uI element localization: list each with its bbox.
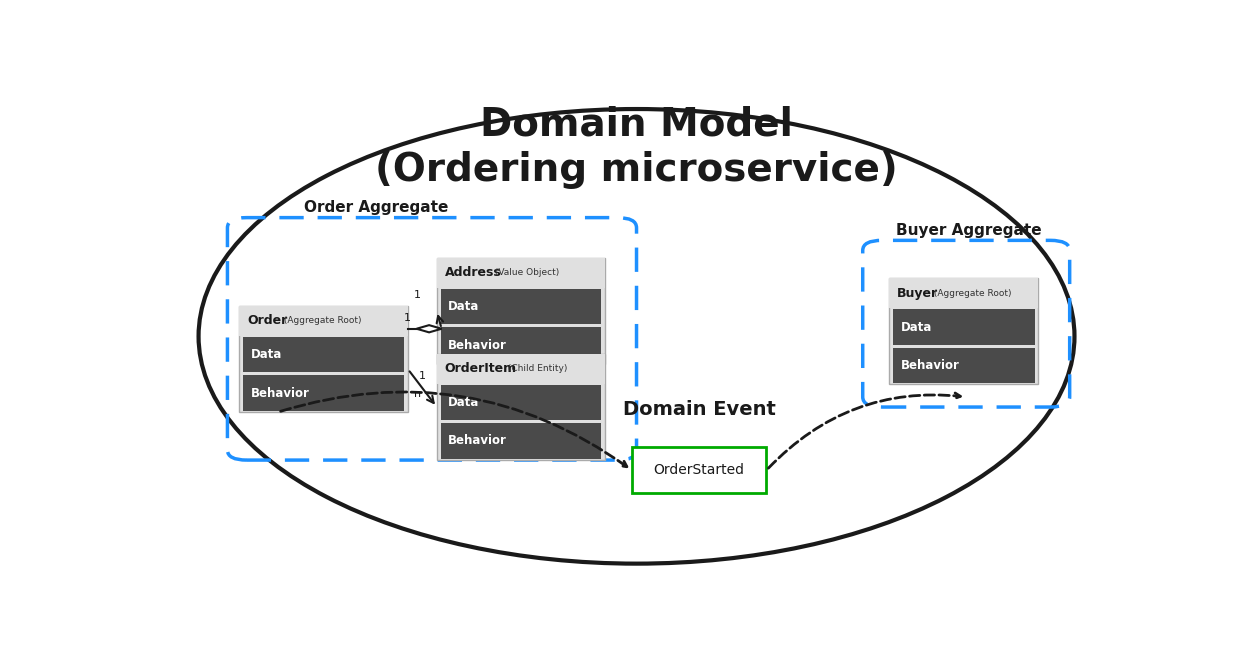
Text: 1: 1 — [404, 313, 410, 323]
FancyBboxPatch shape — [889, 278, 1038, 384]
FancyBboxPatch shape — [893, 348, 1035, 383]
Text: (Value Object): (Value Object) — [492, 268, 559, 277]
FancyBboxPatch shape — [240, 306, 407, 336]
Text: Domain Model: Domain Model — [481, 105, 792, 143]
FancyBboxPatch shape — [240, 306, 407, 412]
Text: Data: Data — [251, 348, 282, 361]
Text: (Aggregate Root): (Aggregate Root) — [281, 316, 361, 325]
Text: Behavior: Behavior — [251, 386, 310, 400]
FancyBboxPatch shape — [441, 423, 601, 459]
Text: OrderStarted: OrderStarted — [653, 463, 745, 477]
Text: Address: Address — [445, 266, 502, 279]
Text: Order Aggregate: Order Aggregate — [304, 200, 448, 215]
Text: Data: Data — [448, 396, 479, 409]
Text: Buyer: Buyer — [897, 287, 938, 300]
FancyBboxPatch shape — [437, 354, 605, 460]
Text: (Aggregate Root): (Aggregate Root) — [930, 289, 1011, 298]
FancyBboxPatch shape — [632, 447, 766, 493]
Text: 1: 1 — [414, 291, 421, 300]
Text: Behavior: Behavior — [448, 434, 507, 447]
Text: 1: 1 — [419, 371, 426, 381]
Text: n: n — [414, 389, 421, 399]
Text: Data: Data — [900, 321, 932, 333]
Text: (Child Entity): (Child Entity) — [505, 364, 568, 373]
Text: Behavior: Behavior — [900, 359, 960, 372]
Text: OrderItem: OrderItem — [445, 362, 517, 375]
FancyBboxPatch shape — [441, 385, 601, 420]
FancyBboxPatch shape — [243, 337, 404, 373]
Text: Data: Data — [448, 300, 479, 314]
FancyBboxPatch shape — [441, 289, 601, 325]
FancyBboxPatch shape — [437, 354, 605, 384]
FancyBboxPatch shape — [437, 258, 605, 288]
FancyBboxPatch shape — [893, 310, 1035, 344]
Text: (Ordering microservice): (Ordering microservice) — [375, 151, 898, 189]
Text: Domain Event: Domain Event — [622, 400, 775, 419]
FancyBboxPatch shape — [243, 375, 404, 411]
Text: Behavior: Behavior — [448, 338, 507, 352]
Text: Order: Order — [247, 314, 287, 327]
FancyBboxPatch shape — [437, 258, 605, 364]
Text: Buyer Aggregate: Buyer Aggregate — [895, 223, 1042, 237]
FancyBboxPatch shape — [889, 278, 1038, 308]
FancyBboxPatch shape — [441, 327, 601, 363]
